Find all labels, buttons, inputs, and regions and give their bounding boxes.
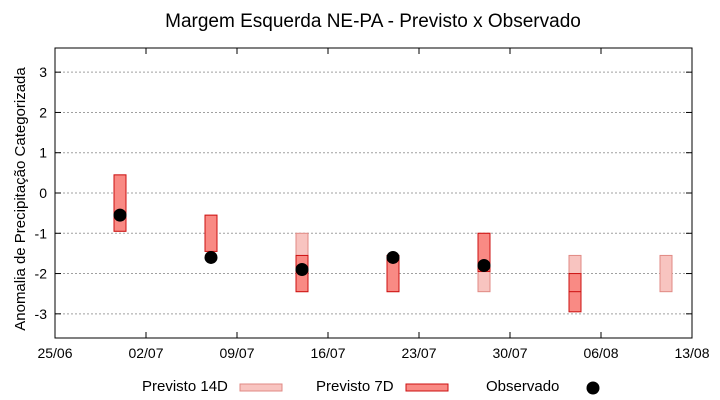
bar-previsto-7d	[204, 214, 218, 252]
x-tick-label: 16/07	[310, 345, 345, 361]
y-tick-label: -2	[35, 266, 48, 282]
x-tick-label: 09/07	[219, 345, 254, 361]
bar-previsto-7d	[568, 273, 582, 313]
y-ticks: -3 -2 -1 0 1 2 3	[35, 64, 692, 322]
legend-previsto-14d-label: Previsto 14D	[142, 378, 228, 395]
observed-point	[204, 250, 218, 264]
y-tick-label: 1	[39, 145, 47, 161]
y-tick-label: -3	[35, 306, 48, 322]
legend: Previsto 14D Previsto 7D Observado	[142, 378, 600, 395]
grid-lines	[55, 71, 692, 315]
legend-previsto-7d-label: Previsto 7D	[316, 378, 394, 395]
observed-point	[295, 263, 309, 277]
legend-observado-swatch	[586, 381, 600, 395]
x-tick-label: 23/07	[401, 345, 436, 361]
y-tick-label: 2	[39, 104, 47, 120]
x-ticks: 25/06 02/07 09/07 16/07 23/07 30/07 06/08 13/08	[37, 48, 710, 361]
points-layer	[113, 208, 491, 277]
y-tick-label: 0	[39, 185, 47, 201]
observed-point	[113, 208, 127, 222]
y-tick-label: -1	[35, 225, 48, 241]
y-axis-label: Anomalia de Precipitação Categorizada	[12, 67, 29, 331]
legend-observado-label: Observado	[486, 378, 559, 395]
x-tick-label: 25/06	[37, 345, 72, 361]
x-tick-label: 06/08	[583, 345, 618, 361]
bar-previsto-14d	[659, 254, 673, 293]
bar-previsto-7d	[113, 174, 127, 232]
x-tick-label: 13/08	[674, 345, 709, 361]
legend-previsto-14d-swatch	[239, 383, 283, 392]
bars-layer	[113, 174, 673, 313]
y-tick-label: 3	[39, 64, 47, 80]
observed-point	[386, 250, 400, 264]
legend-previsto-7d-swatch	[405, 383, 449, 392]
x-tick-label: 30/07	[492, 345, 527, 361]
observed-point	[477, 259, 491, 272]
chart-title: Margem Esquerda NE-PA - Previsto x Obser…	[165, 11, 581, 32]
x-tick-label: 02/07	[128, 345, 163, 361]
